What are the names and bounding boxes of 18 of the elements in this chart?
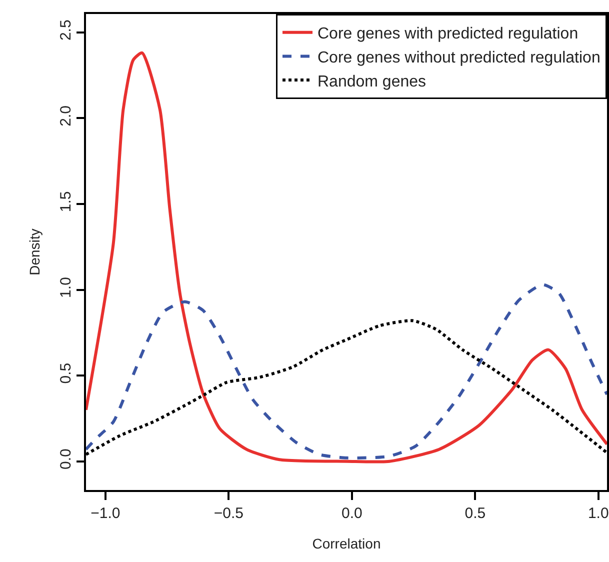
y-tick-label: 0.0 [57,448,74,470]
y-tick-label: 1.0 [57,277,74,298]
legend-label: Core genes without predicted regulation [318,49,600,66]
y-tick-label: 2.5 [57,20,74,41]
x-tick-label: 0.5 [464,504,486,522]
y-axis-title: Density [26,228,42,276]
line-series [86,51,607,464]
y-tick-label: 2.0 [57,105,74,126]
y-tick-label: 0.5 [57,362,74,384]
legend-label: Core genes with predicted regulation [318,26,578,43]
legend-label: Random genes [318,73,426,90]
y-tick-label: 1.5 [57,191,74,212]
x-tick-label: −1.0 [90,504,120,522]
line-series [86,283,607,460]
x-tick-label: 1.0 [588,504,609,522]
x-tick-label: 0.0 [341,504,362,522]
x-tick-label: −0.5 [214,504,244,522]
x-axis-title: Correlation [312,536,381,552]
